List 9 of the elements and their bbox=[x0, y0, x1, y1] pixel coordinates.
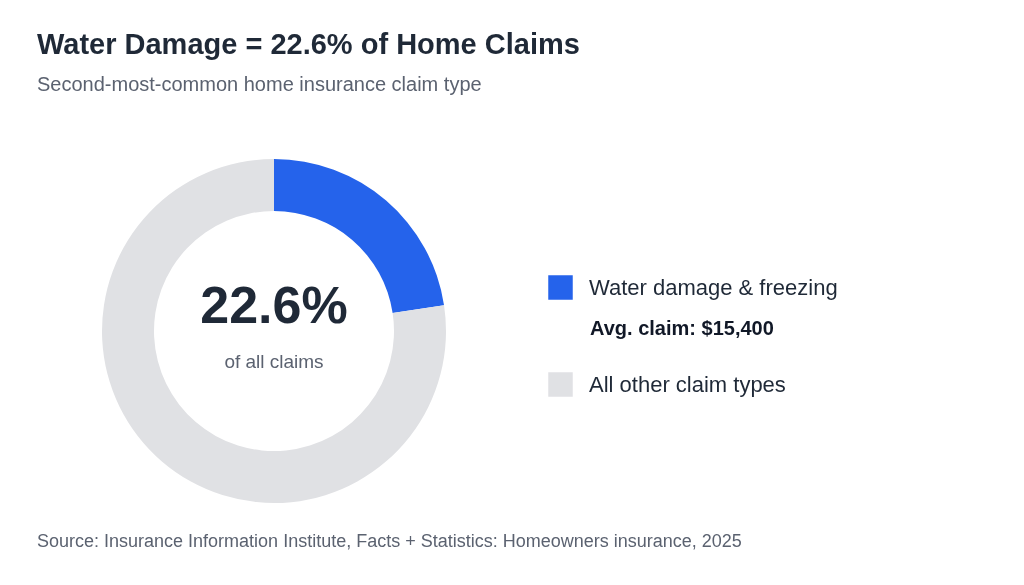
text: 22.6% bbox=[200, 276, 348, 334]
chart-subtitle: Second-most-common home insurance claim type bbox=[37, 73, 482, 95]
source-note: Source: Insurance Information Institute, Facts + Statistics: Homeowners insurance, 2025 bbox=[37, 531, 742, 551]
chart-title: Water Damage = 22.6% of Home Claims bbox=[37, 28, 580, 60]
text: of all claims bbox=[224, 351, 324, 372]
legend-label: All other claim types bbox=[589, 371, 786, 397]
donut-slice bbox=[102, 159, 446, 503]
legend-label: Water damage & freezing bbox=[589, 274, 838, 300]
text: Avg. claim: $15,400 bbox=[590, 317, 774, 339]
